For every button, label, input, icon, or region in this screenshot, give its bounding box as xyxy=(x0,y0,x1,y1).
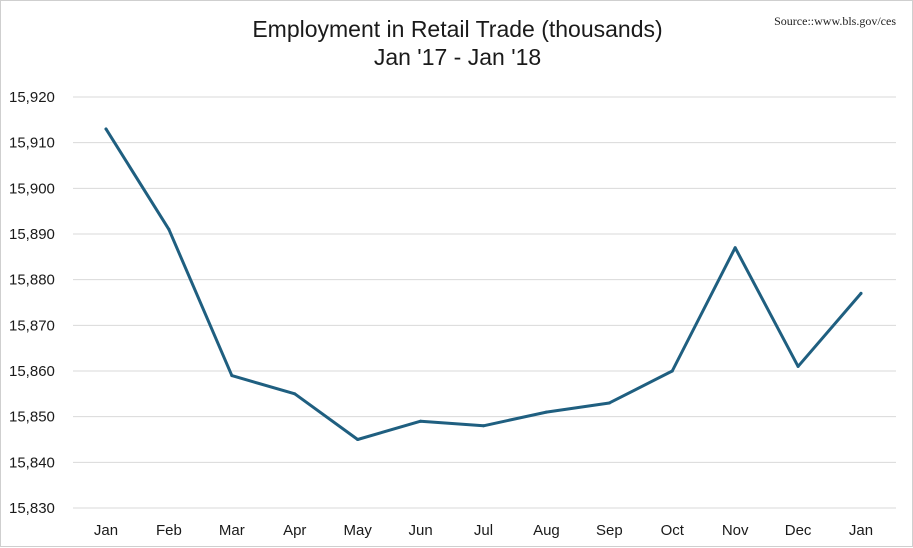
data-point xyxy=(104,127,108,131)
x-tick-label: Nov xyxy=(722,522,749,539)
y-tick-label: 15,870 xyxy=(9,317,55,334)
data-point xyxy=(230,374,234,378)
x-tick-label: Jan xyxy=(94,522,118,539)
gridlines xyxy=(73,96,896,509)
x-tick-label: Feb xyxy=(156,522,182,539)
y-tick-label: 15,850 xyxy=(9,409,55,426)
x-axis-labels: Jan Feb Mar Apr May Jun Jul Aug Sep Oct Nov Dec Jan xyxy=(94,522,873,539)
data-point xyxy=(859,291,863,295)
data-point xyxy=(167,227,171,231)
y-tick-label: 15,890 xyxy=(9,226,55,243)
y-tick-label: 15,910 xyxy=(9,135,55,152)
data-point xyxy=(419,419,423,423)
y-tick-label: 15,900 xyxy=(9,180,55,197)
x-tick-label: Jan xyxy=(849,522,873,539)
y-tick-label: 15,840 xyxy=(9,454,55,471)
data-point xyxy=(482,424,485,428)
data-point xyxy=(607,401,611,405)
x-tick-label: Apr xyxy=(283,522,306,539)
chart-subtitle: Jan '17 - Jan '18 xyxy=(373,44,542,70)
data-point xyxy=(733,246,737,250)
x-tick-label: Jul xyxy=(474,522,493,539)
data-point xyxy=(356,438,360,441)
chart-title: Employment in Retail Trade (thousands) xyxy=(252,16,663,42)
y-axis-labels: 15,830 15,840 15,850 15,860 15,870 15,880 15,8… xyxy=(9,89,55,517)
chart-title-block: Employment in Retail Trade (thousands) J… xyxy=(1,15,913,71)
y-tick-label: 15,830 xyxy=(9,500,55,517)
data-point xyxy=(796,364,800,368)
data-point xyxy=(670,369,674,373)
x-tick-label: Jun xyxy=(408,522,432,539)
series-group xyxy=(104,127,863,441)
x-tick-label: Aug xyxy=(533,522,560,539)
y-tick-label: 15,920 xyxy=(9,89,55,106)
series-line xyxy=(104,127,863,441)
x-tick-label: Dec xyxy=(785,522,812,539)
y-tick-label: 15,860 xyxy=(9,363,55,380)
x-tick-label: May xyxy=(343,522,372,539)
y-tick-label: 15,880 xyxy=(9,272,55,289)
source-note: Source::www.bls.gov/ces xyxy=(774,14,896,28)
data-point xyxy=(293,392,297,396)
data-point xyxy=(544,410,548,414)
x-tick-label: Oct xyxy=(661,522,685,539)
x-tick-label: Mar xyxy=(219,522,245,539)
x-tick-label: Sep xyxy=(596,522,623,539)
